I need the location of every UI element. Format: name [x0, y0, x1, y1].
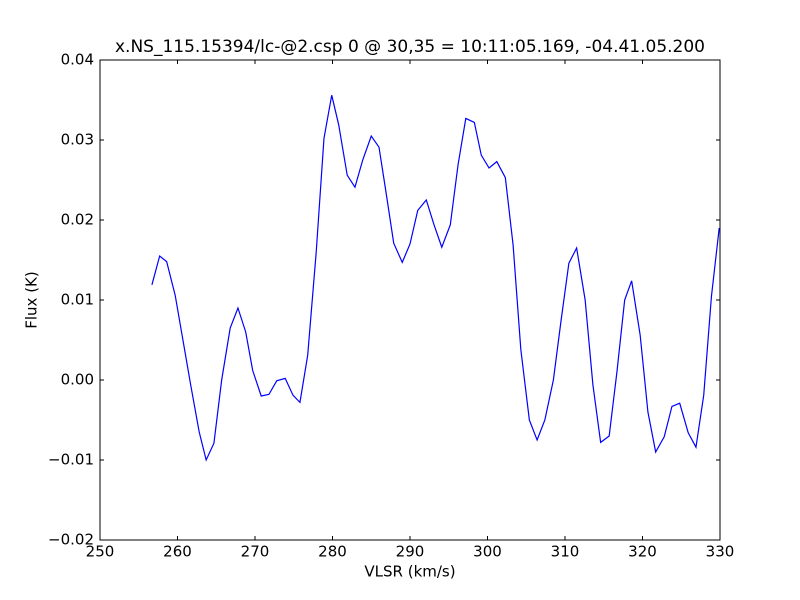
- x-tick-label: 250: [86, 543, 115, 561]
- x-tick-label: 320: [628, 543, 657, 561]
- y-tick-label: 0.04: [61, 51, 94, 69]
- x-tick-label: 290: [396, 543, 425, 561]
- x-axis-label: VLSR (km/s): [364, 563, 455, 581]
- y-tick-label: −0.01: [48, 451, 94, 469]
- y-tick-label: 0.01: [61, 291, 94, 309]
- x-tick-label: 280: [318, 543, 347, 561]
- y-axis-label: Flux (K): [23, 271, 41, 329]
- y-tick-label: 0.03: [61, 131, 94, 149]
- x-tick-label: 260: [163, 543, 192, 561]
- x-tick-label: 330: [706, 543, 735, 561]
- y-tick-label: 0.00: [61, 371, 94, 389]
- y-tick-label: 0.02: [61, 211, 94, 229]
- y-tick-label: −0.02: [48, 531, 94, 549]
- x-tick-label: 310: [551, 543, 580, 561]
- x-tick-label: 300: [473, 543, 502, 561]
- data-line: [151, 95, 720, 462]
- x-tick-label: 270: [241, 543, 270, 561]
- plot-frame: [99, 59, 721, 541]
- chart-title: x.NS_115.15394/lc-@2.csp 0 @ 30,35 = 10:…: [115, 37, 705, 57]
